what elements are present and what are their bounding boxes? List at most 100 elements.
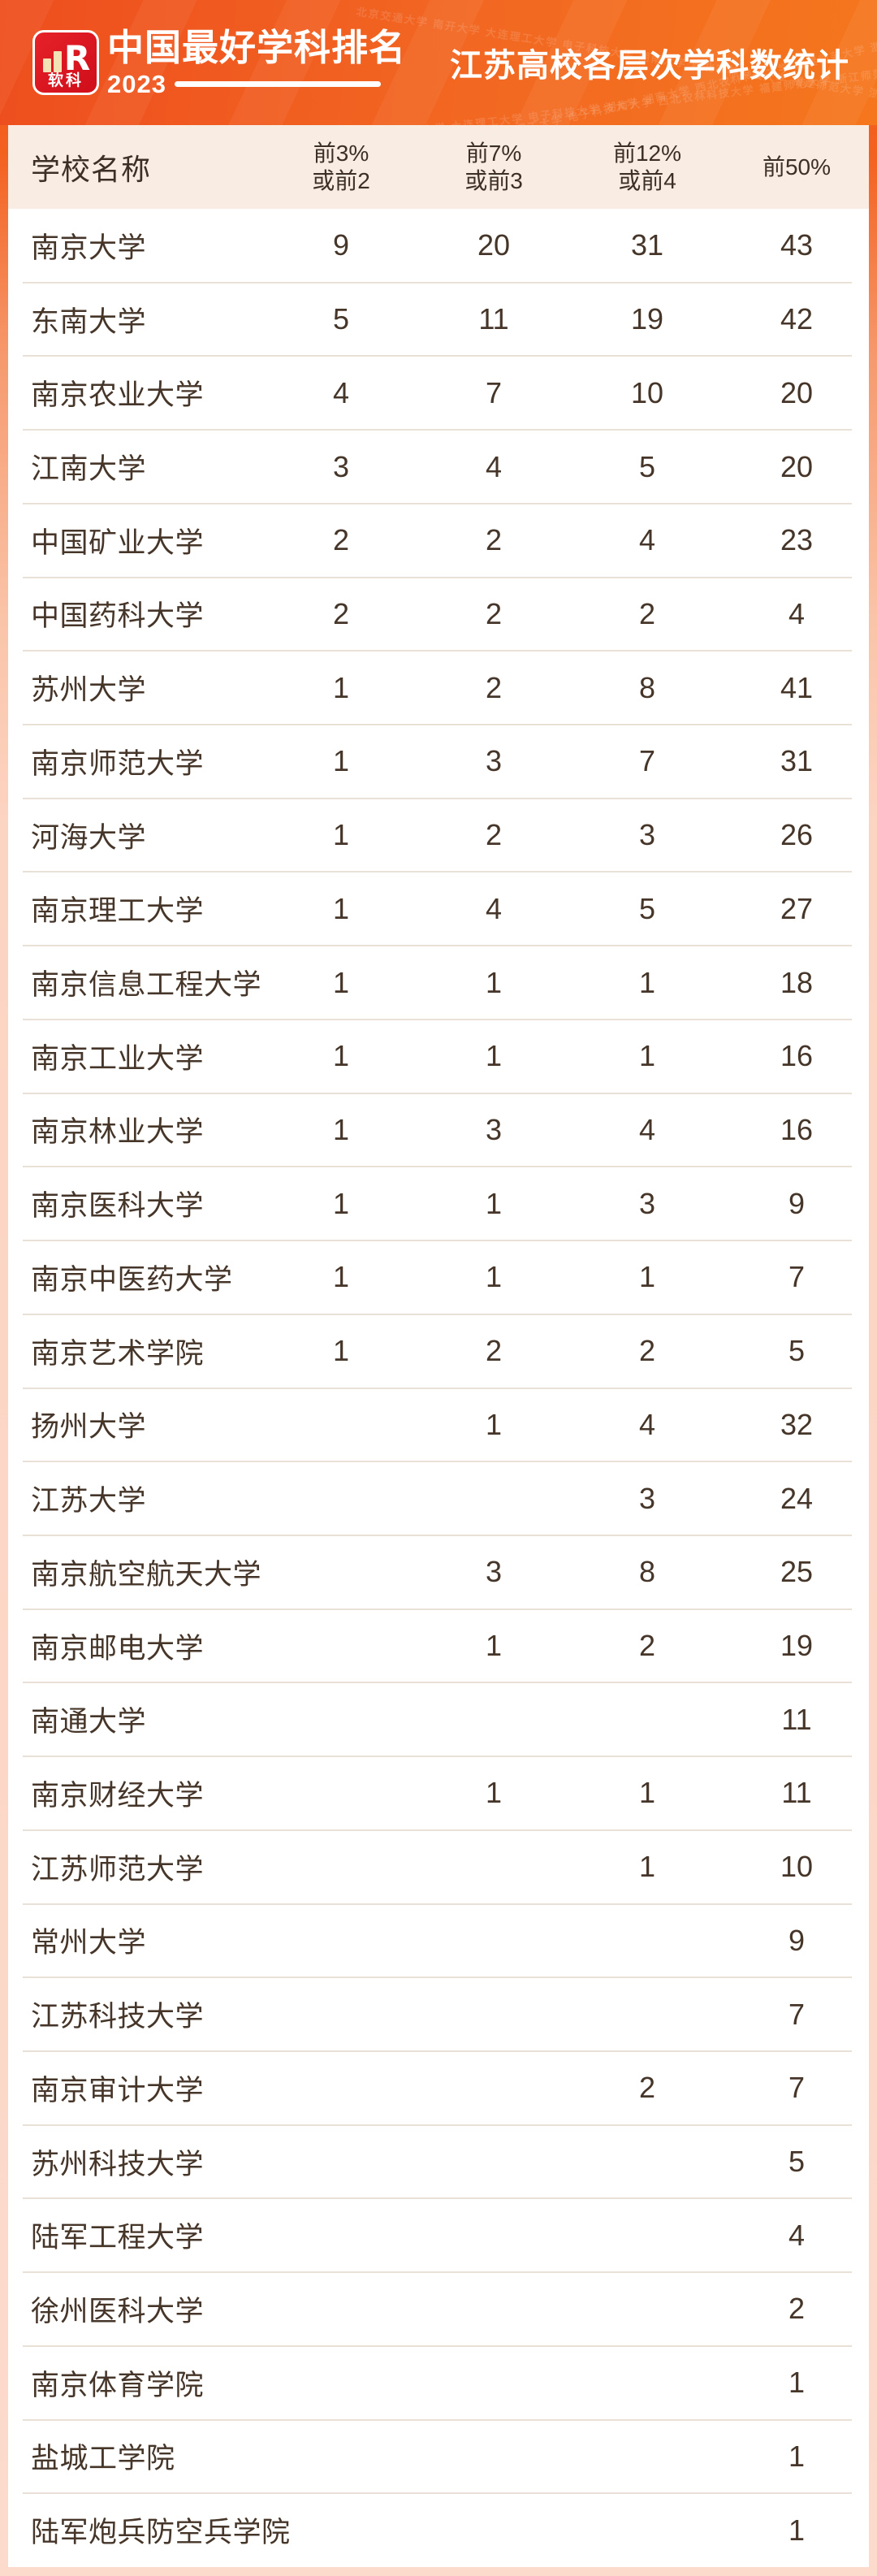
count-cell-top50: 19 — [780, 1629, 814, 1663]
school-name-cell: 南京体育学院 — [31, 2369, 205, 2401]
count-cell-top7: 1 — [485, 1776, 503, 1810]
count-cell-top3: 3 — [332, 449, 350, 483]
count-cell-top3: 2 — [332, 523, 350, 557]
school-name-cell: 江苏大学 — [31, 1485, 147, 1517]
bar-icon — [53, 51, 62, 73]
table-row: 南京林业大学 1 3 4 16 — [8, 1092, 869, 1167]
table-row: 徐州医科大学 2 — [8, 2271, 869, 2346]
count-cell-top12: 2 — [638, 2071, 656, 2105]
school-name-cell: 中国矿业大学 — [31, 526, 205, 559]
brand-block: R 软科 中国最好学科排名 2023 — [32, 27, 407, 97]
count-cell-top3: 1 — [332, 891, 350, 925]
school-name-cell: 南京审计大学 — [31, 2074, 205, 2106]
count-cell-top7: 2 — [485, 523, 503, 557]
count-cell-top12: 1 — [638, 1039, 656, 1073]
table-row: 南京理工大学 1 4 5 27 — [8, 871, 869, 946]
count-cell-top12: 8 — [638, 1555, 656, 1589]
table-row: 南京师范大学 1 3 7 31 — [8, 724, 869, 799]
count-cell-top12: 7 — [638, 744, 656, 778]
count-cell-top7: 4 — [485, 449, 503, 483]
count-cell-top7: 11 — [478, 302, 509, 336]
school-name-cell: 南京工业大学 — [31, 1042, 205, 1075]
count-cell-top50: 9 — [788, 1186, 806, 1220]
count-cell-top7: 1 — [485, 1039, 503, 1073]
column-header-top12: 前12% 或前4 — [570, 140, 724, 194]
count-cell-top50: 24 — [780, 1481, 814, 1515]
logo-brand-name: 软科 — [47, 72, 84, 90]
count-cell-top50: 11 — [781, 1776, 812, 1810]
count-cell-top50: 25 — [780, 1555, 814, 1589]
count-cell-top3: 1 — [332, 744, 350, 778]
table-row: 苏州大学 1 2 8 41 — [8, 650, 869, 725]
table-row: 河海大学 1 2 3 26 — [8, 797, 869, 872]
column-header-top7: 前7% 或前3 — [417, 140, 570, 194]
table-row: 南京艺术学院 1 2 2 5 — [8, 1313, 869, 1388]
count-cell-top7: 2 — [485, 596, 503, 630]
school-name-cell: 徐州医科大学 — [31, 2295, 205, 2327]
bar-icon — [42, 58, 51, 73]
school-name-cell: 南京医科大学 — [31, 1190, 205, 1223]
count-cell-top12: 1 — [638, 1776, 656, 1810]
table-header-row: 学校名称 前3% 或前2 前7% 或前3 前12% 或前4 前50% — [8, 125, 869, 209]
table-row: 南京工业大学 1 1 1 16 — [8, 1018, 869, 1093]
school-name-cell: 南京艺术学院 — [31, 1337, 205, 1370]
table-row: 陆军炮兵防空兵学院 1 — [8, 2492, 869, 2567]
column-header-line: 前50% — [762, 154, 832, 180]
count-cell-top12: 1 — [638, 1260, 656, 1294]
ranking-title: 中国最好学科排名 — [107, 27, 407, 69]
table-row: 南京审计大学 2 7 — [8, 2050, 869, 2125]
count-cell-top12: 4 — [638, 1112, 656, 1146]
school-name-cell: 南京航空航天大学 — [31, 1558, 262, 1591]
table-row: 陆军工程大学 4 — [8, 2197, 869, 2272]
count-cell-top50: 16 — [780, 1112, 814, 1146]
count-cell-top12: 4 — [638, 523, 656, 557]
count-cell-top50: 32 — [780, 1407, 814, 1441]
count-cell-top12: 4 — [638, 1407, 656, 1441]
count-cell-top12: 3 — [638, 1186, 656, 1220]
count-cell-top7: 2 — [485, 818, 503, 852]
count-cell-top50: 41 — [780, 670, 814, 704]
table-row: 南京邮电大学 1 2 19 — [8, 1608, 869, 1683]
count-cell-top3: 9 — [332, 228, 350, 262]
school-name-cell: 陆军炮兵防空兵学院 — [31, 2517, 291, 2549]
school-name-cell: 南通大学 — [31, 1706, 147, 1738]
count-cell-top50: 7 — [788, 1997, 806, 2031]
count-cell-top50: 2 — [788, 2292, 806, 2326]
statistics-table: 学校名称 前3% 或前2 前7% 或前3 前12% 或前4 前50% 南京大学 … — [8, 125, 869, 2567]
table-row: 南京医科大学 1 1 3 9 — [8, 1166, 869, 1240]
header-banner: 北京交通大学 南开大学 大连理工大学 电子科技大学 湖南大学 西北农林科技大学 … — [0, 0, 877, 125]
column-header-line: 前7% — [465, 140, 522, 166]
count-cell-top50: 4 — [788, 596, 806, 630]
count-cell-top3: 2 — [332, 596, 350, 630]
year-row: 2023 — [107, 71, 406, 97]
count-cell-top50: 9 — [788, 1923, 806, 1957]
column-header-line: 前3% — [313, 140, 369, 166]
school-name-cell: 南京邮电大学 — [31, 1632, 205, 1665]
count-cell-top12: 2 — [638, 596, 656, 630]
count-cell-top3: 1 — [332, 1186, 350, 1220]
count-cell-top50: 7 — [788, 1260, 806, 1294]
count-cell-top50: 16 — [780, 1039, 814, 1073]
count-cell-top3: 1 — [332, 818, 350, 852]
table-row: 南通大学 11 — [8, 1682, 869, 1756]
column-header-line: 或前2 — [312, 167, 370, 193]
school-name-cell: 江苏科技大学 — [31, 2001, 205, 2033]
count-cell-top3: 1 — [332, 1112, 350, 1146]
count-cell-top7: 1 — [485, 965, 503, 999]
count-cell-top7: 20 — [477, 228, 511, 262]
count-cell-top50: 1 — [788, 2439, 806, 2473]
count-cell-top50: 31 — [780, 744, 814, 778]
table-row: 南京农业大学 4 7 10 20 — [8, 355, 869, 430]
school-name-cell: 南京中医药大学 — [31, 1263, 233, 1296]
column-header-line: 或前4 — [618, 167, 676, 193]
school-name-cell: 南京理工大学 — [31, 895, 205, 928]
count-cell-top12: 1 — [638, 1850, 656, 1884]
table-row: 扬州大学 1 4 32 — [8, 1387, 869, 1462]
table-row: 江南大学 3 4 5 20 — [8, 429, 869, 504]
count-cell-top7: 1 — [485, 1629, 503, 1663]
table-row: 江苏大学 3 24 — [8, 1461, 869, 1535]
school-name-cell: 陆军工程大学 — [31, 2222, 205, 2254]
count-cell-top3: 4 — [332, 375, 350, 409]
count-cell-top7: 7 — [485, 375, 503, 409]
